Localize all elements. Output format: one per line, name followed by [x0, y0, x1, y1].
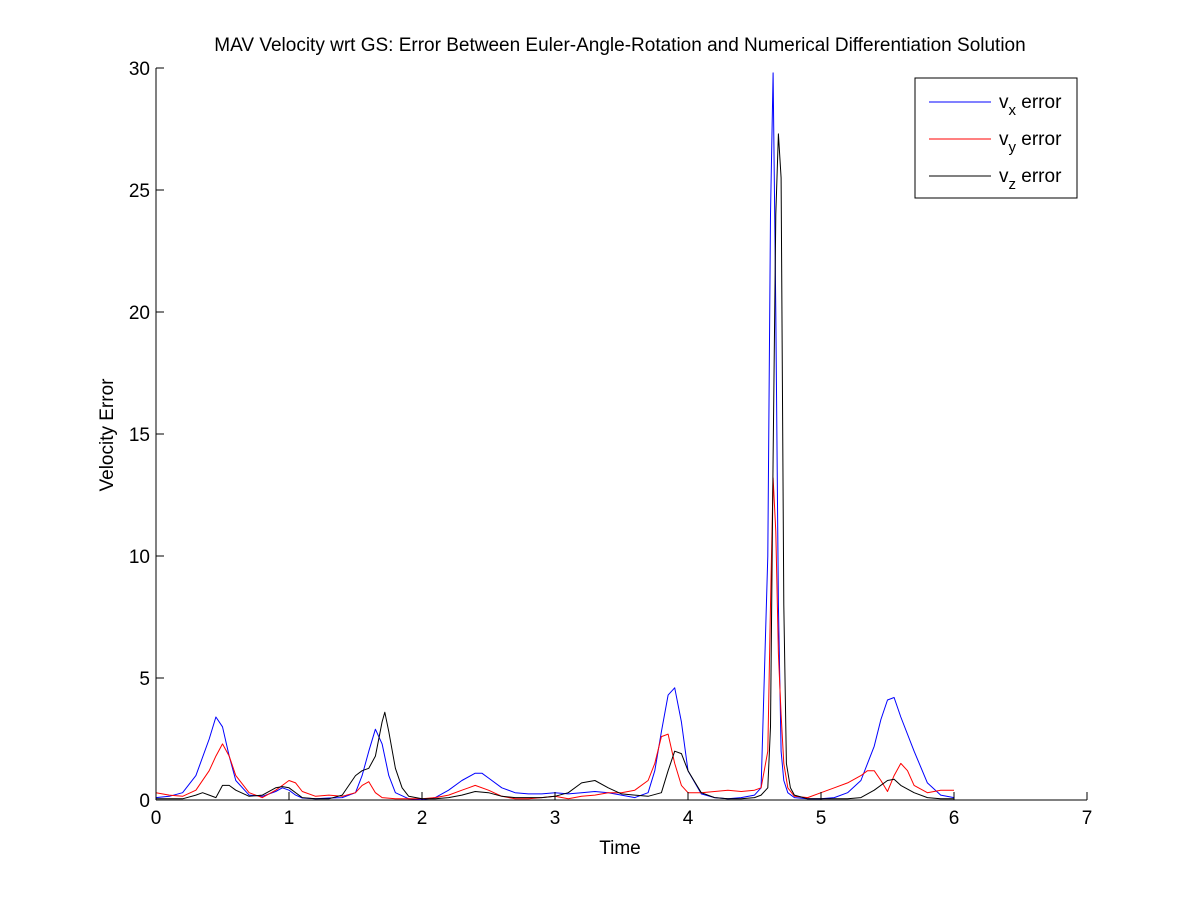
- y-tick-label: 10: [129, 547, 150, 568]
- y-tick-label: 0: [139, 791, 150, 812]
- y-axis-label: Velocity Error: [97, 378, 118, 492]
- x-tick-label: 2: [417, 808, 428, 829]
- legend-label-main: v: [999, 166, 1009, 187]
- x-tick-label: 1: [284, 808, 295, 829]
- y-tick-label: 30: [129, 59, 150, 80]
- legend-label-main: v: [999, 129, 1009, 150]
- legend-entry-z: vz error: [999, 166, 1062, 193]
- x-tick-label: 0: [151, 808, 162, 829]
- series-line-z: [156, 133, 954, 800]
- x-tick-label: 5: [816, 808, 827, 829]
- legend-label-main: v: [999, 92, 1009, 113]
- x-tick-label: 3: [550, 808, 561, 829]
- y-tick-label: 15: [129, 425, 150, 446]
- series-line-y: [155, 477, 954, 800]
- x-tick-label: 4: [683, 808, 694, 829]
- legend-label-suffix: error: [1016, 129, 1062, 150]
- legend-label-suffix: error: [1016, 166, 1062, 187]
- x-axis: 0 1 2 3 4 5 6 7: [151, 792, 1093, 829]
- legend-label-sub: x: [1009, 102, 1017, 119]
- y-tick-label: 5: [139, 669, 150, 690]
- y-axis: 0 5 10 15 20 25 30: [129, 59, 164, 812]
- legend-box: [914, 77, 1078, 199]
- y-tick-label: 20: [129, 303, 150, 324]
- legend-entry-y: vy error: [999, 129, 1062, 156]
- legend-label-suffix: error: [1016, 92, 1062, 113]
- x-axis-label: Time: [599, 838, 641, 859]
- chart-title: MAV Velocity wrt GS: Error Between Euler…: [214, 35, 1025, 56]
- legend-entry-x: vx error: [999, 92, 1062, 119]
- legend-label-sub: y: [1009, 139, 1017, 156]
- x-tick-label: 6: [949, 808, 960, 829]
- y-tick-label: 25: [129, 181, 150, 202]
- x-tick-label: 7: [1082, 808, 1093, 829]
- series-line-x: [155, 72, 955, 800]
- legend-label-sub: z: [1009, 176, 1017, 193]
